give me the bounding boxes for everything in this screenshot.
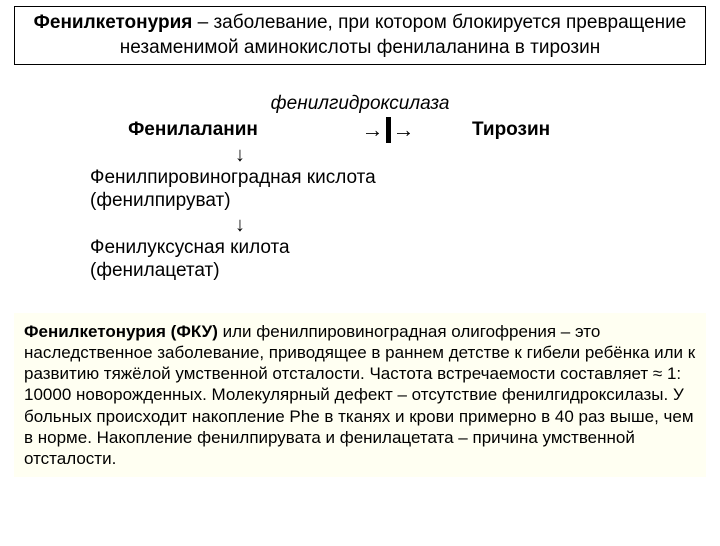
substrate-col: Фенилаланин	[68, 119, 318, 141]
blocked-reaction: → →	[318, 117, 458, 143]
description-box: Фенилкетонурия (ФКУ) или фенилпировиногр…	[14, 313, 706, 478]
down-arrow-2: ↓	[90, 215, 390, 235]
header-bold-term: Фенилкетонурия	[34, 12, 193, 33]
substrate-label: Фенилаланин	[128, 119, 258, 140]
down-arrow-1: ↓	[90, 145, 390, 165]
block-bar-icon	[386, 117, 391, 143]
header-box: Фенилкетонурия – заболевание, при которо…	[14, 6, 706, 65]
description-body: или фенилпировиноградная олигофрения – э…	[24, 322, 695, 469]
arrow-right: →	[393, 117, 415, 143]
arrow-left: →	[362, 117, 384, 143]
pathway-step-1: Фенилпировиноградная кислота (фенилпирув…	[90, 167, 390, 213]
enzyme-label: фенилгидроксилаза	[0, 93, 720, 115]
pathway-block: ↓ Фенилпировиноградная кислота (фенилпир…	[90, 145, 390, 282]
reaction-row: Фенилаланин → → Тирозин	[0, 117, 720, 143]
product-label: Тирозин	[458, 119, 652, 141]
description-bold-term: Фенилкетонурия (ФКУ)	[24, 322, 218, 341]
pathway-step-2: Фенилуксусная килота (фенилацетат)	[90, 237, 390, 283]
header-rest: – заболевание, при котором блокируется п…	[120, 12, 687, 58]
